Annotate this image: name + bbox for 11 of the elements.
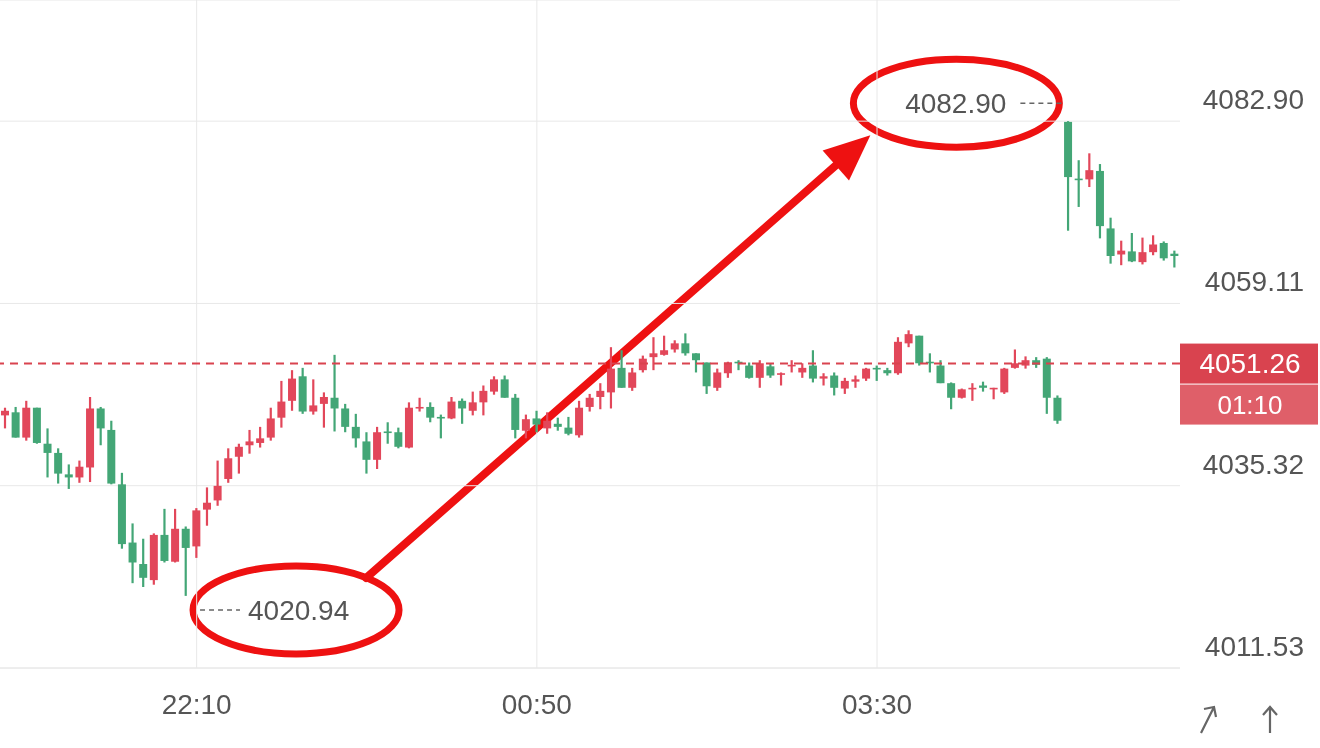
y-tick-label: 4059.11 <box>1204 266 1304 298</box>
x-tick-label: 03:30 <box>841 688 913 720</box>
x-tick-label: 00:50 <box>501 688 572 720</box>
ref-line-label: 4051.26 <box>1199 348 1301 380</box>
y-tick-label: 4082.90 <box>1202 83 1304 115</box>
annotation: 4082.90 <box>905 87 1007 119</box>
annotation: 4020.94 <box>248 594 350 626</box>
text: 01:10 <box>1217 389 1283 420</box>
y-tick-label: 4035.32 <box>1202 448 1304 480</box>
y-tick-label: 4011.53 <box>1204 630 1304 662</box>
x-tick-label: 22:10 <box>161 688 232 720</box>
